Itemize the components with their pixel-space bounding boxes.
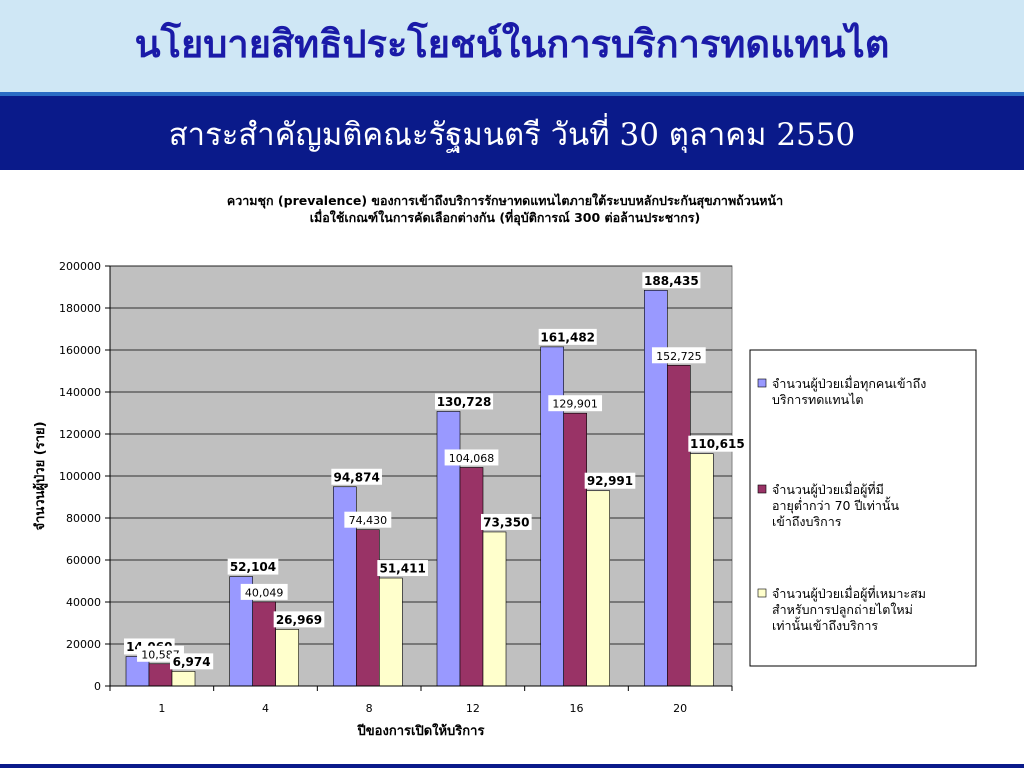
y-tick-label-8: 160000 bbox=[59, 344, 101, 357]
bar-label-bg-s2-12 bbox=[444, 449, 499, 466]
bar-s2-4 bbox=[252, 601, 276, 687]
y-tick-label-5: 100000 bbox=[59, 470, 101, 483]
bar-label-s3-12: 73,350 bbox=[483, 515, 529, 529]
bar-s3-8 bbox=[379, 577, 403, 687]
bar-label-s1-8: 94,874 bbox=[333, 470, 379, 484]
y-tick-label-4: 80000 bbox=[66, 512, 101, 525]
bar-s3-4 bbox=[275, 629, 299, 687]
slide-title: นโยบายสิทธิประโยชน์ในการบริการทดแทนไต bbox=[134, 21, 890, 66]
bar-label-bg-s1-8 bbox=[331, 468, 382, 485]
y-tick-label-10: 200000 bbox=[59, 260, 101, 273]
y-tick-label-0: 0 bbox=[94, 680, 101, 693]
bar-label-bg-s1-4 bbox=[227, 558, 279, 575]
legend-swatch-2 bbox=[757, 484, 767, 494]
bar-label-bg-s3-12 bbox=[481, 513, 532, 530]
bar-label-bg-s1-12 bbox=[435, 393, 494, 410]
bar-label-bg-s3-8 bbox=[377, 560, 428, 577]
title-divider bbox=[0, 92, 1024, 96]
y-tick-label-6: 120000 bbox=[59, 428, 101, 441]
y-axis-label: จำนวนผู้ป่วย (ราย) bbox=[32, 421, 48, 530]
x-tick-label-5: 20 bbox=[673, 702, 687, 715]
legend-label-3-line-3: เท่านั้นเข้าถึงบริการ bbox=[772, 616, 878, 633]
bar-s2-16 bbox=[563, 412, 587, 687]
bar-s3-12 bbox=[482, 531, 507, 687]
bar-label-bg-s1-20 bbox=[642, 272, 701, 289]
bar-label-bg-s3-4 bbox=[273, 611, 325, 628]
x-tick-label-0: 1 bbox=[158, 702, 165, 715]
title-band bbox=[0, 0, 1024, 92]
bar-label-bg-s3-16 bbox=[584, 472, 636, 489]
y-tick-label-2: 40000 bbox=[66, 596, 101, 609]
bar-s3-16 bbox=[586, 490, 610, 687]
bar-label-bg-s1-16 bbox=[538, 328, 597, 345]
bar-s3-1 bbox=[171, 671, 196, 687]
legend-label-2-line-2: อายุต่ำกว่า 70 ปีเท่านั้น bbox=[772, 496, 899, 514]
x-tick-label-2: 8 bbox=[366, 702, 373, 715]
bar-label-s3-4: 26,969 bbox=[276, 613, 322, 627]
x-axis-label: ปีของการเปิดให้บริการ bbox=[357, 722, 485, 739]
bar-label-bg-s3-1 bbox=[170, 653, 214, 670]
bar-label-s1-20: 188,435 bbox=[644, 274, 699, 288]
bar-label-s3-16: 92,991 bbox=[587, 474, 633, 488]
bar-s2-12 bbox=[459, 467, 484, 687]
bar-label-s3-8: 51,411 bbox=[379, 562, 425, 576]
bar-label-bg-s3-20 bbox=[688, 435, 747, 452]
y-tick-label-1: 20000 bbox=[66, 638, 101, 651]
y-tick-label-9: 180000 bbox=[59, 302, 101, 315]
bar-s2-1 bbox=[148, 663, 173, 687]
bar-label-bg-s2-4 bbox=[240, 583, 288, 600]
legend-label-1-line-2: บริการทดแทนไต bbox=[772, 392, 864, 407]
bar-s3-20 bbox=[690, 453, 714, 687]
subtitle-band bbox=[0, 96, 1024, 170]
legend-swatch-3 bbox=[757, 588, 767, 598]
legend-swatch-1 bbox=[757, 378, 767, 388]
legend-label-1-line-1: จำนวนผู้ป่วยเมื่อทุกคนเข้าถึง bbox=[772, 375, 926, 392]
legend-label-2-line-3: เข้าถึงบริการ bbox=[772, 514, 842, 529]
bar-label-bg-s2-8 bbox=[344, 511, 392, 528]
legend-label-3-line-2: สำหรับการปลูกถ่ายไตใหม่ bbox=[772, 602, 913, 618]
x-tick-label-3: 12 bbox=[466, 702, 480, 715]
bar-label-s3-1: 6,974 bbox=[173, 655, 211, 669]
x-tick-label-1: 4 bbox=[262, 702, 269, 715]
bar-label-s1-12: 130,728 bbox=[437, 395, 492, 409]
bar-label-s2-12: 104,068 bbox=[449, 452, 495, 465]
bar-label-bg-s2-16 bbox=[548, 395, 603, 412]
bar-s2-8 bbox=[356, 529, 380, 687]
y-tick-label-3: 60000 bbox=[66, 554, 101, 567]
x-tick-label-4: 16 bbox=[570, 702, 584, 715]
bar-label-s2-4: 40,049 bbox=[245, 586, 284, 599]
chart-title-line2: เมื่อใช้เกณฑ์ในการคัดเลือกต่างกัน (ที่อุ… bbox=[310, 209, 700, 226]
chart-title-line1: ความชุก (prevalence) ของการเข้าถึงบริการ… bbox=[227, 193, 783, 209]
bar-label-s2-20: 152,725 bbox=[656, 350, 702, 363]
bar-label-s2-8: 74,430 bbox=[349, 514, 388, 527]
bar-label-bg-s2-20 bbox=[651, 347, 706, 364]
bar-label-s2-16: 129,901 bbox=[552, 398, 598, 411]
y-tick-label-7: 140000 bbox=[59, 386, 101, 399]
bar-s2-20 bbox=[667, 364, 691, 687]
bar-label-s1-16: 161,482 bbox=[540, 330, 595, 344]
bar-label-s3-20: 110,615 bbox=[690, 437, 745, 451]
legend-label-3-line-1: จำนวนผู้ป่วยเมื่อผู้ที่เหมาะสม bbox=[772, 585, 926, 602]
slide-subtitle: สาระสำคัญมติคณะรัฐมนตรี วันที่ 30 ตุลาคม… bbox=[168, 117, 856, 153]
legend-box bbox=[749, 349, 977, 667]
bottom-divider bbox=[0, 764, 1024, 768]
legend-label-2-line-1: จำนวนผู้ป่วยเมื่อผู้ที่มี bbox=[772, 481, 884, 498]
bar-label-s1-4: 52,104 bbox=[230, 560, 276, 574]
